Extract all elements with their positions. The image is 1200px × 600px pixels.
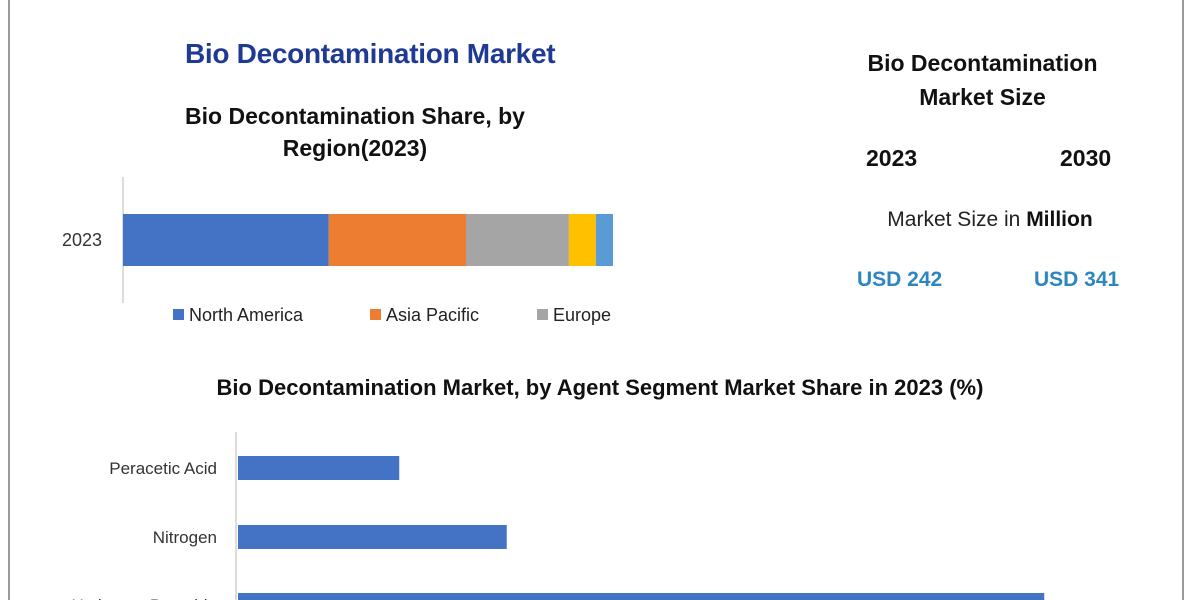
market-size-unit: Market Size in Million <box>835 208 1145 232</box>
region-chart-title-line2: Region(2023) <box>282 135 428 161</box>
unit-bold: Million <box>1026 208 1093 231</box>
agent-chart-title: Bio Decontamination Market, by Agent Seg… <box>216 375 984 400</box>
region-segment-series-5 <box>595 214 613 266</box>
market-size-title: Bio Decontamination Market Size <box>840 46 1125 114</box>
chart-frame <box>8 0 1184 600</box>
region-chart-title-line1: Bio Decontamination Share, by <box>185 103 525 129</box>
page-title: Bio Decontamination Market <box>185 38 556 69</box>
agent-bar-nitrogen <box>238 525 507 549</box>
agent-bar-peracetic-acid <box>238 456 400 480</box>
agent-share-chart: Peracetic Acid Nitrogen Hydrogen Peroxide <box>71 432 1045 600</box>
legend-label-europe: Europe <box>553 305 611 325</box>
region-segment-asia-pacific <box>328 214 466 266</box>
year-end: 2030 <box>1060 145 1112 171</box>
region-segment-europe <box>466 214 569 266</box>
legend-swatch-europe <box>537 309 548 320</box>
region-segment-series-4 <box>568 214 596 266</box>
region-chart-bars <box>123 214 613 266</box>
unit-prefix: Market Size in <box>887 208 1021 231</box>
region-share-chart: 2023 North America Asia Pacific Europe <box>62 177 613 325</box>
market-size-title-line1: Bio Decontamination <box>867 50 1098 76</box>
market-value-end: USD 341 <box>1034 268 1120 291</box>
legend-label-asia-pacific: Asia Pacific <box>386 305 479 325</box>
legend-swatch-north-america <box>173 309 184 320</box>
agent-chart-bars <box>238 456 1045 600</box>
year-start: 2023 <box>866 145 918 171</box>
market-value-start: USD 242 <box>857 268 943 291</box>
market-size-title-line2: Market Size <box>919 84 1046 110</box>
agent-label-nitrogen: Nitrogen <box>153 528 217 547</box>
region-chart-title: Bio Decontamination Share, by Region(202… <box>150 100 560 164</box>
agent-chart-labels: Peracetic Acid Nitrogen Hydrogen Peroxide <box>71 459 217 600</box>
legend-label-north-america: North America <box>189 305 304 325</box>
region-chart-legend: North America Asia Pacific Europe <box>173 305 611 325</box>
agent-label-hydrogen-peroxide: Hydrogen Peroxide <box>71 596 217 600</box>
legend-swatch-asia-pacific <box>370 309 381 320</box>
agent-bar-hydrogen-peroxide <box>238 593 1045 600</box>
region-segment-north-america <box>123 214 329 266</box>
agent-label-peracetic-acid: Peracetic Acid <box>109 459 217 478</box>
region-chart-category-label: 2023 <box>62 230 102 250</box>
